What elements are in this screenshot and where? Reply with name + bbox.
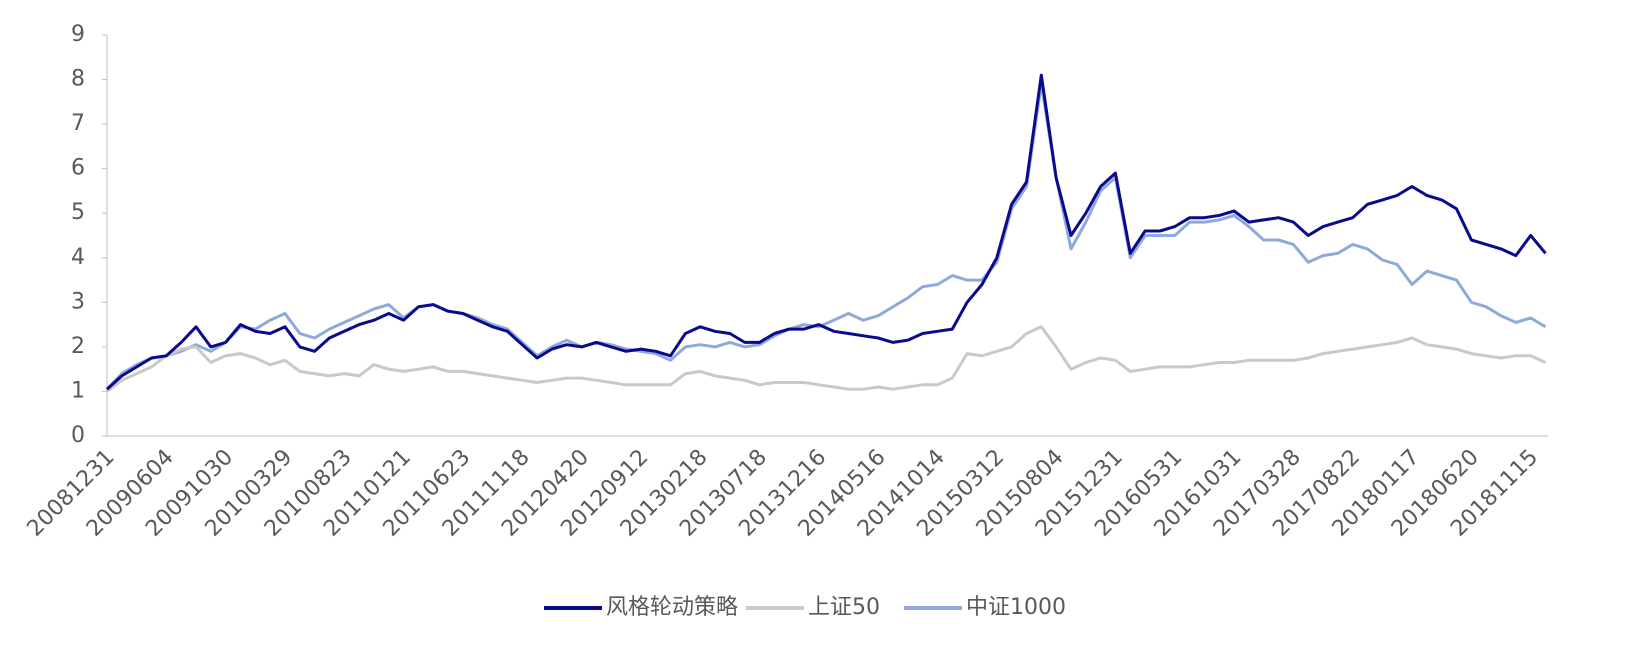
y-tick-label: 6 [71,156,85,181]
y-tick-label: 7 [71,111,85,136]
legend-label: 上证50 [808,595,880,620]
y-tick-label: 5 [71,200,85,225]
series-line [105,82,1547,391]
y-tick-label: 4 [71,245,85,270]
legend-label: 中证1000 [966,595,1066,620]
y-tick-label: 9 [71,22,85,47]
y-tick-label: 0 [71,423,85,448]
series-line [106,325,1547,393]
y-tick-label: 2 [71,334,85,359]
y-tick-label: 1 [71,378,85,403]
y-tick-label: 3 [71,289,85,314]
series-line [105,73,1547,391]
legend-label: 风格轮动策略 [606,595,738,620]
y-tick-label: 8 [71,67,85,92]
